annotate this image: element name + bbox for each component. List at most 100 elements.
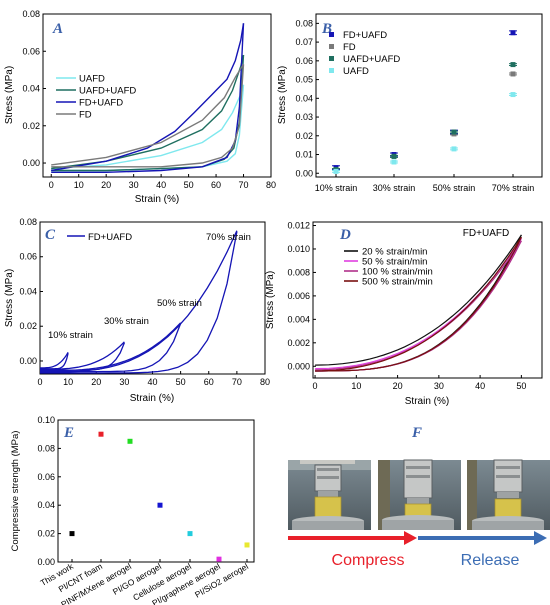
panel-a-ytick-label: 0.04	[22, 84, 40, 94]
panel-d: D FD+UAFD 0 10 20 30 40 50 0.000 0.002 0.004 0.00…	[265, 221, 543, 407]
panel-e-ytick-label: 0.02	[37, 529, 55, 539]
panel-c-ytick-label: 0.06	[19, 252, 37, 262]
panel-a-ytick-label: 0.08	[22, 9, 40, 19]
panel-e-point	[216, 556, 222, 562]
panel-b-xtick-label: 30% strain	[373, 183, 416, 193]
panel-b-legend-label: FD+UAFD	[343, 30, 387, 41]
panel-a-series-loading	[51, 63, 245, 166]
panel-b-ytick-label: 0.07	[295, 37, 313, 47]
panel-d-ytick-label: 0.004	[287, 314, 310, 324]
panel-c-ylabel: Stress (MPa)	[4, 269, 15, 327]
panel-b-point	[510, 62, 516, 68]
panel-d-ytick-label: 0.002	[287, 338, 310, 348]
panel-d-legend-label: 500 % strain/min	[362, 277, 433, 288]
panel-f: F	[288, 425, 550, 569]
panel-b-point	[510, 92, 516, 98]
panel-a-legend-label: FD+UAFD	[79, 98, 123, 109]
panel-a-legend-label: UAFD+UAFD	[79, 86, 136, 97]
panel-b-ytick-label: 0.05	[295, 75, 313, 85]
panel-b-legend-label: UAFD+UAFD	[343, 54, 400, 65]
panel-b-legend-swatch	[329, 32, 334, 37]
panel-e-ytick-label: 0.04	[37, 500, 55, 510]
panel-f-label: F	[411, 425, 422, 441]
panel-a-ytick-label: 0.02	[22, 121, 40, 131]
panel-b-point	[333, 168, 339, 174]
panel-c-xtick-label: 40	[147, 377, 157, 387]
panel-c: C 0 10 20 30 40 50 60 70 800.000.020.040.060.08 …	[4, 217, 270, 404]
panel-c-annotation: 50% strain	[157, 298, 202, 309]
compress-label: Compress	[332, 552, 405, 569]
panel-a-legend-label: FD	[79, 110, 92, 121]
panel-c-xtick-label: 20	[91, 377, 101, 387]
panel-a-frame	[42, 13, 272, 178]
panel-b-legend-swatch	[329, 56, 334, 61]
panel-b-ytick-label: 0.01	[295, 150, 313, 160]
panel-c-cycle-loading	[40, 322, 182, 372]
panel-e-point	[157, 502, 163, 508]
panel-e-point	[244, 542, 250, 548]
release-label: Release	[461, 552, 520, 569]
panel-d-legend-label: 20 % strain/min	[362, 247, 427, 258]
panel-d-ytick-label: 0.000	[287, 361, 310, 371]
panel-d-ytick-label: 0.010	[287, 244, 310, 254]
panel-d-series-unloading	[315, 236, 522, 372]
panel-d-series-loading	[315, 236, 522, 372]
panel-c-xtick-label: 50	[176, 377, 186, 387]
panel-e-frame	[57, 419, 255, 563]
panel-c-annotation: 10% strain	[48, 330, 93, 341]
panel-b-point	[391, 153, 397, 159]
panel-a-xtick-label: 80	[266, 180, 276, 190]
panel-a-legend-label: UAFD	[79, 74, 105, 85]
panel-c-xtick-label: 30	[119, 377, 129, 387]
compression-photo-1	[288, 460, 371, 530]
release-arrow	[418, 531, 547, 545]
panel-d-xtick-label: 0	[313, 381, 318, 391]
panel-b-frame	[315, 13, 543, 178]
panel-d-curves	[315, 234, 522, 372]
panel-d-ytick-label: 0.006	[287, 291, 310, 301]
compression-photo-3	[467, 459, 550, 530]
panel-d-xlabel: Strain (%)	[405, 396, 449, 407]
panel-b-point	[510, 71, 516, 77]
panel-e-ytick-label: 0.08	[37, 443, 55, 453]
panel-b-xtick-label: 50% strain	[433, 183, 476, 193]
compress-arrow	[288, 531, 417, 545]
panel-d-ylabel: Stress (MPa)	[265, 271, 276, 329]
panel-a-label: A	[52, 21, 63, 37]
panel-c-ytick-label: 0.00	[19, 356, 37, 366]
panel-a-xtick-label: 20	[101, 180, 111, 190]
panel-d-xtick-label: 10	[351, 381, 361, 391]
panel-c-xlabel: Strain (%)	[130, 393, 174, 404]
panel-b-label: B	[321, 21, 332, 37]
panel-c-annotations: 10% strain 30% strain 50% strain 70% strain	[48, 232, 251, 341]
panel-a-xtick-label: 70	[239, 180, 249, 190]
panel-d-xtick-label: 30	[434, 381, 444, 391]
panel-c-cycle-loading	[40, 230, 238, 373]
panel-d-ytick-label: 0.008	[287, 267, 310, 277]
panel-e-ytick-label: 0.06	[37, 472, 55, 482]
panel-c-xtick-label: 60	[204, 377, 214, 387]
panel-a-xtick-label: 10	[74, 180, 84, 190]
panel-d-frame	[312, 221, 543, 379]
panel-c-ytick-label: 0.02	[19, 321, 37, 331]
panel-e-ytick-label: 0.00	[37, 557, 55, 567]
panel-e-label: E	[63, 425, 74, 441]
panel-d-legend-label: 50 % strain/min	[362, 257, 427, 268]
compression-photo-2	[378, 459, 461, 530]
panel-d-xtick-label: 20	[393, 381, 403, 391]
panel-b-ytick-label: 0.03	[295, 112, 313, 122]
panel-c-annotation: 70% strain	[206, 232, 251, 243]
panel-a-series-loading	[51, 23, 245, 172]
panel-b-legend-swatch	[329, 68, 334, 73]
panel-b-point	[451, 146, 457, 152]
panel-c-cycle-unloading	[40, 231, 238, 374]
panel-b-legend-swatch	[329, 44, 334, 49]
panel-c-cycle-loading	[40, 351, 69, 369]
panel-b: B 0.00 0.01 0.02 0.03 0.04 0.05 0.06 0.07 0.08 10…	[277, 13, 543, 193]
panel-a-ytick-label: 0.06	[22, 46, 40, 56]
